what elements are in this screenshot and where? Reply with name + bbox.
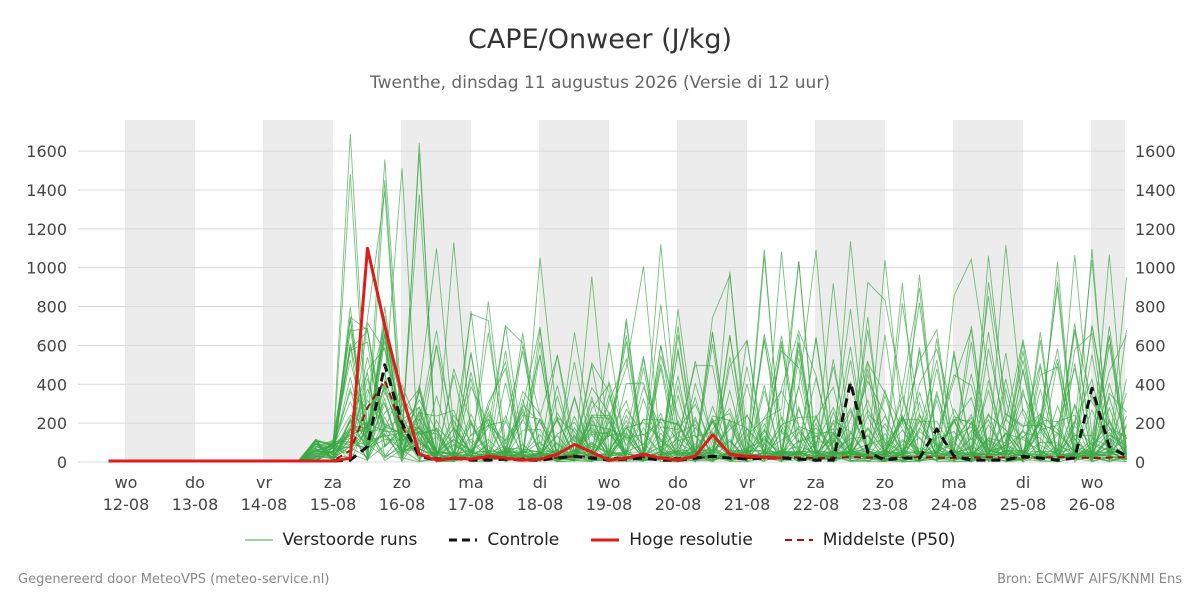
y-axis-right: 0 200 400 600 800 1000 1200 1400 1600 [1135, 142, 1176, 472]
y-tick-label: 1600 [26, 142, 67, 161]
legend-swatch-dashed-darkred [784, 539, 813, 541]
y-tick-label: 1600 [1135, 142, 1176, 161]
y-tick-label: 600 [36, 336, 67, 355]
x-tick-date: 23-08 [862, 495, 909, 514]
chart-title: CAPE/Onweer (J/kg) [467, 24, 732, 55]
legend-label: Middelste (P50) [822, 530, 956, 550]
legend-item-verstoorde-runs: Verstoorde runs [244, 530, 418, 550]
x-tick-date: 15-08 [310, 495, 357, 514]
x-tick-day: ma [941, 473, 966, 492]
x-tick-date: 17-08 [448, 495, 495, 514]
footer-generator: Gegenereerd door MeteoVPS (meteo-service… [18, 572, 330, 587]
day-band [815, 120, 885, 462]
x-tick-date: 22-08 [793, 495, 840, 514]
legend-swatch-dashed-black [449, 538, 478, 542]
x-tick-date: 18-08 [517, 495, 564, 514]
series-hoge-resolutie [108, 246, 782, 463]
day-band [263, 120, 333, 462]
x-tick-day: zo [393, 473, 411, 492]
x-tick-day: wo [598, 473, 621, 492]
legend: Verstoorde runs Controle Hoge resolutie … [0, 530, 1200, 550]
legend-item-controle: Controle [449, 530, 559, 550]
y-tick-label: 400 [1135, 375, 1166, 394]
x-tick-day: za [324, 473, 342, 492]
y-tick-label: 1200 [1135, 220, 1176, 239]
legend-label: Hoge resolutie [629, 530, 753, 550]
x-tick-date: 24-08 [931, 495, 978, 514]
x-axis: wo 12-08 do 13-08 vr 14-08 za 15-08 zo 16-08 ma 17-… [103, 473, 1116, 514]
x-tick-day: do [668, 473, 688, 492]
x-tick-day: wo [115, 473, 138, 492]
y-tick-label: 1200 [26, 220, 67, 239]
y-tick-label: 800 [1135, 298, 1166, 317]
x-tick-day: zo [876, 473, 894, 492]
day-band [539, 120, 609, 462]
y-tick-label: 200 [1135, 414, 1166, 433]
chart-subtitle: Twenthe, dinsdag 11 augustus 2026 (Versi… [370, 73, 830, 93]
x-tick-date: 20-08 [655, 495, 702, 514]
main-series [108, 246, 1128, 463]
y-tick-label: 1000 [1135, 259, 1176, 278]
day-band [125, 120, 195, 462]
x-tick-day: do [185, 473, 205, 492]
legend-label: Controle [487, 530, 560, 550]
x-tick-date: 19-08 [586, 495, 633, 514]
y-tick-label: 1000 [26, 259, 67, 278]
y-tick-label: 200 [36, 414, 67, 433]
footer-source: Bron: ECMWF AIFS/KNMI Ens [997, 572, 1182, 587]
x-tick-date: 12-08 [103, 495, 150, 514]
x-tick-day: za [807, 473, 825, 492]
y-axis-left: 0 200 400 600 800 1000 1200 1400 1600 [26, 142, 67, 472]
y-tick-label: 1400 [26, 181, 67, 200]
legend-item-middelste: Middelste (P50) [784, 530, 956, 550]
y-tick-label: 0 [1135, 453, 1145, 472]
y-tick-label: 0 [57, 453, 67, 472]
x-tick-date: 21-08 [724, 495, 771, 514]
x-tick-date: 14-08 [241, 495, 288, 514]
x-tick-day: wo [1081, 473, 1104, 492]
y-tick-label: 600 [1135, 336, 1166, 355]
legend-swatch-red [591, 538, 620, 542]
x-tick-date: 16-08 [379, 495, 426, 514]
x-tick-day: di [1016, 473, 1031, 492]
legend-item-hoge-resolutie: Hoge resolutie [591, 530, 753, 550]
x-tick-date: 26-08 [1069, 495, 1116, 514]
legend-swatch-thin-green [244, 539, 273, 541]
y-tick-label: 400 [36, 375, 67, 394]
x-tick-day: ma [458, 473, 483, 492]
x-tick-day: vr [256, 473, 272, 492]
x-tick-date: 25-08 [1000, 495, 1047, 514]
x-tick-day: di [533, 473, 548, 492]
x-tick-date: 13-08 [172, 495, 219, 514]
y-tick-label: 1400 [1135, 181, 1176, 200]
x-tick-day: vr [739, 473, 755, 492]
y-tick-label: 800 [36, 298, 67, 317]
legend-label: Verstoorde runs [282, 530, 418, 550]
